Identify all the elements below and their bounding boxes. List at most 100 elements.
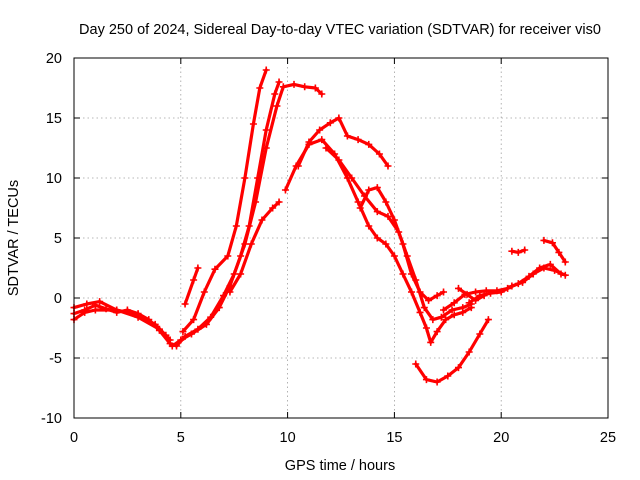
y-tick-label: 5: [54, 231, 62, 247]
data-point-marker: [181, 300, 189, 308]
data-point-marker: [96, 298, 104, 306]
y-tick-label: -5: [49, 351, 62, 367]
y-tick-label: 10: [46, 171, 62, 187]
data-point-marker: [113, 306, 121, 314]
data-point-marker: [442, 316, 450, 324]
data-point-marker: [348, 174, 356, 182]
data-point-marker: [422, 324, 430, 332]
data-markers-track-4: [179, 66, 270, 336]
data-point-marker: [305, 138, 313, 146]
data-point-marker: [290, 80, 298, 88]
x-tick-label: 15: [386, 430, 402, 446]
data-point-marker: [450, 299, 458, 307]
data-point-marker: [232, 222, 240, 230]
data-point-marker: [262, 126, 270, 134]
data-point-marker: [365, 222, 373, 230]
y-tick-label: 15: [46, 111, 62, 127]
data-point-marker: [529, 270, 537, 278]
data-point-marker: [420, 304, 428, 312]
x-axis-label: GPS time / hours: [285, 458, 395, 474]
data-series-track-4: [181, 68, 268, 334]
data-point-marker: [384, 212, 392, 220]
data-point-marker: [463, 290, 471, 298]
data-series-track-6: [228, 200, 281, 294]
data-point-marker: [472, 288, 480, 296]
data-point-marker: [422, 376, 430, 384]
data-point-marker: [454, 284, 462, 292]
data-point-marker: [279, 83, 287, 91]
data-point-marker: [390, 216, 398, 224]
data-point-marker: [519, 278, 527, 286]
data-series-track-16: [542, 238, 567, 264]
data-point-marker: [480, 292, 488, 300]
x-tick-label: 10: [280, 430, 296, 446]
data-point-marker: [399, 270, 407, 278]
data-point-marker: [382, 198, 390, 206]
data-point-marker: [318, 136, 326, 144]
data-point-marker: [540, 264, 548, 272]
data-point-marker: [271, 90, 279, 98]
data-point-marker: [281, 186, 289, 194]
data-point-marker: [301, 83, 309, 91]
y-tick-label: 20: [46, 51, 62, 67]
data-point-marker: [508, 282, 516, 290]
data-point-marker: [335, 114, 343, 122]
data-point-marker: [454, 364, 462, 372]
data-point-marker: [237, 270, 245, 278]
data-point-marker: [262, 66, 270, 74]
data-point-marker: [81, 308, 89, 316]
data-point-marker: [187, 330, 195, 338]
data-point-marker: [275, 198, 283, 206]
data-point-marker: [256, 84, 264, 92]
data-point-marker: [179, 328, 187, 336]
data-point-marker: [444, 372, 452, 380]
data-point-marker: [429, 316, 437, 324]
data-point-marker: [215, 304, 223, 312]
data-point-marker: [258, 216, 266, 224]
data-markers-track-11: [412, 316, 492, 386]
data-point-marker: [316, 126, 324, 134]
data-point-marker: [365, 186, 373, 194]
data-point-marker: [459, 304, 467, 312]
data-point-marker: [551, 266, 559, 274]
data-point-marker: [508, 247, 516, 255]
data-point-marker: [465, 299, 473, 307]
data-point-marker: [202, 320, 210, 328]
data-point-marker: [211, 265, 219, 273]
data-point-marker: [245, 222, 253, 230]
data-point-marker: [373, 208, 381, 216]
data-markers-track-6: [226, 198, 283, 296]
data-point-marker: [237, 252, 245, 260]
data-markers-track-5: [181, 264, 202, 308]
data-point-marker: [247, 240, 255, 248]
data-point-marker: [448, 306, 456, 314]
data-point-marker: [168, 342, 176, 350]
data-point-marker: [190, 316, 198, 324]
data-point-marker: [373, 234, 381, 242]
data-series-track-5: [183, 266, 200, 306]
data-point-marker: [472, 296, 480, 304]
data-point-marker: [354, 136, 362, 144]
grid-layer: [74, 58, 608, 418]
ticks-layer: 0 5 10 15 20 25 -10 -5 0 5 10 15 20: [41, 51, 616, 446]
data-point-marker: [335, 156, 343, 164]
data-point-marker: [484, 316, 492, 324]
data-point-marker: [91, 306, 99, 314]
data-markers-track-7: [281, 136, 475, 346]
y-tick-label: 0: [54, 291, 62, 307]
data-point-marker: [275, 78, 283, 86]
data-point-marker: [416, 288, 424, 296]
data-point-marker: [343, 132, 351, 140]
data-point-marker: [390, 252, 398, 260]
data-markers-track-10: [356, 184, 448, 304]
data-point-marker: [548, 239, 556, 247]
data-series-track-2: [72, 80, 281, 348]
data-markers-track-16: [540, 236, 569, 266]
data-point-marker: [311, 84, 319, 92]
data-point-marker: [561, 258, 569, 266]
data-point-marker: [437, 313, 445, 321]
data-point-marker: [249, 120, 257, 128]
data-point-marker: [83, 300, 91, 308]
data-point-marker: [465, 348, 473, 356]
data-point-marker: [412, 360, 420, 368]
